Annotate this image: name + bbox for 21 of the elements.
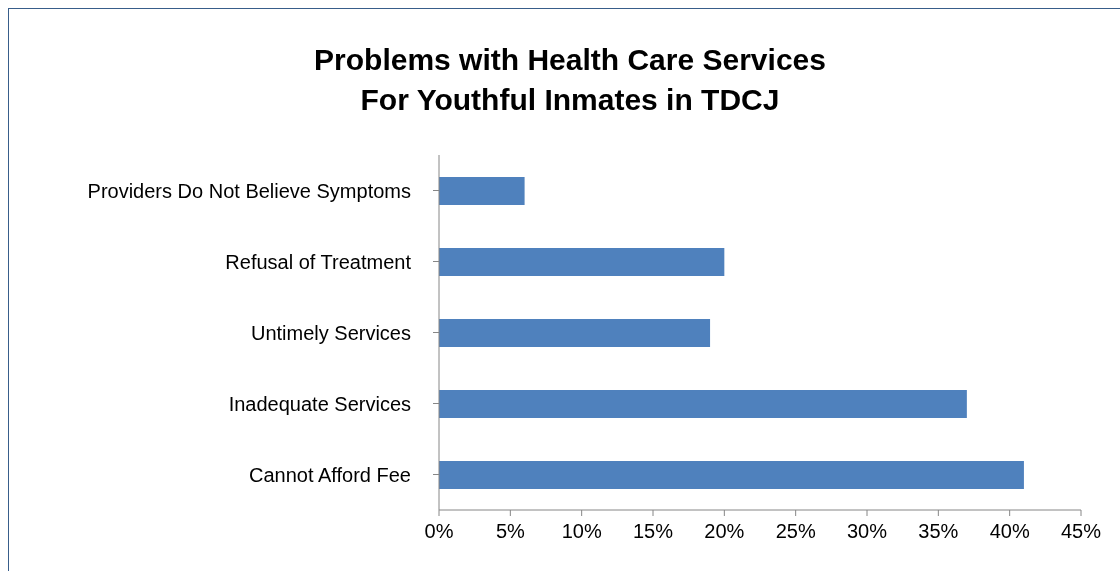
bar xyxy=(439,319,711,347)
bar xyxy=(439,390,967,418)
chart-title: Problems with Health Care Services For Youthful Inmates in TDCJ xyxy=(313,42,827,118)
bar xyxy=(439,248,725,276)
y-tick-label: Inadequate Services xyxy=(228,392,411,415)
x-tick-label: 25% xyxy=(775,520,816,543)
x-tick-label: 5% xyxy=(495,520,525,543)
x-tick-label: 20% xyxy=(704,520,745,543)
x-tick-label: 40% xyxy=(989,520,1030,543)
x-tick-label: 45% xyxy=(1060,520,1102,543)
bar xyxy=(439,461,1024,489)
y-tick-label: Providers Do Not Believe Symptoms xyxy=(87,179,411,202)
x-tick-label: 0% xyxy=(424,520,454,543)
y-tick-label: Refusal of Treatment xyxy=(225,250,412,273)
x-tick-label: 30% xyxy=(846,520,888,543)
bar xyxy=(439,177,525,205)
x-tick-label: 10% xyxy=(561,520,602,543)
x-tick-label: 15% xyxy=(632,520,674,543)
y-tick-label: Cannot Afford Fee xyxy=(249,463,411,486)
x-tick-label: 35% xyxy=(918,520,959,543)
y-tick-label: Untimely Services xyxy=(250,321,411,344)
